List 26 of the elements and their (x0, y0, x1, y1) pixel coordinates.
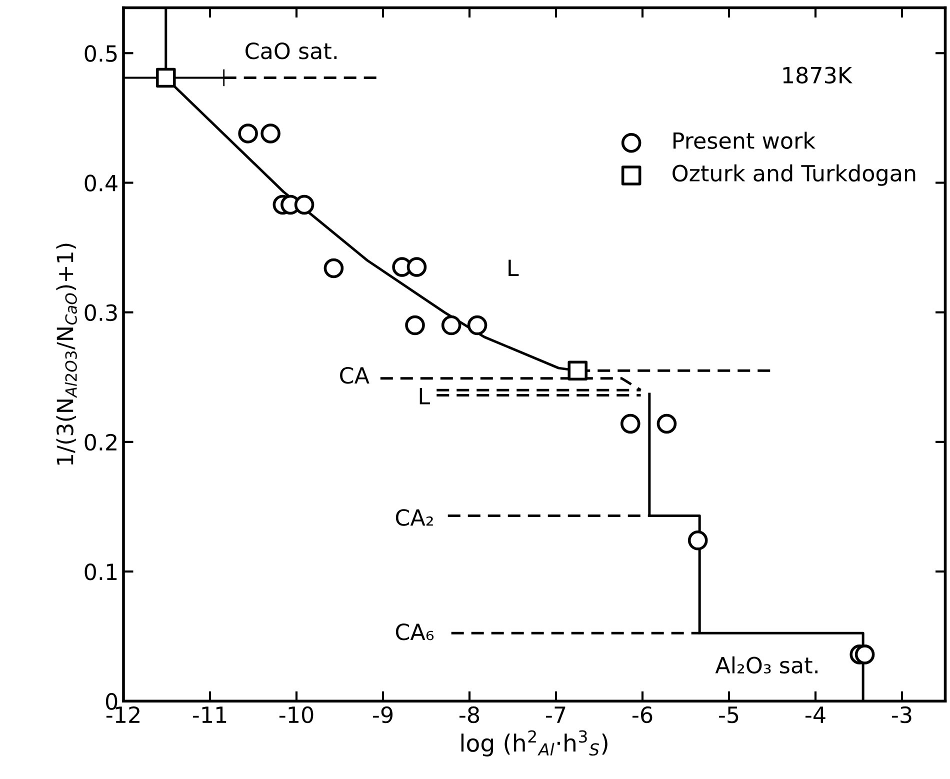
annotation: 1873K (783, 66, 852, 84)
y-tick-label: 0.2 (84, 434, 116, 451)
x-tick-label: -6 (632, 706, 652, 724)
x-tick-label: -10 (279, 706, 314, 724)
annotation: Al₂O₃ sat. (715, 656, 818, 674)
x-tick-label: -11 (192, 706, 226, 723)
y-axis-title: 1/(3(N$_{Al2O3}$/N$_{CaO}$)+1) (56, 244, 77, 465)
x-tick-label: -3 (892, 706, 912, 724)
annotation: CA₆ (396, 623, 434, 640)
x-tick-label: -5 (719, 706, 738, 724)
y-tick-label: 0.4 (84, 174, 118, 192)
x-tick-label: -8 (460, 706, 480, 724)
annotation: CaO sat. (246, 42, 337, 60)
x-tick-label: -9 (373, 706, 393, 724)
y-tick-label: 0.5 (84, 45, 117, 62)
annotation: L (508, 260, 519, 276)
x-axis-title: log (h$^{2}$$_{Al}$·h$^{3}$$_{S}$) (461, 730, 608, 756)
y-tick-label: 0.3 (84, 304, 117, 322)
annotation: CA₂ (396, 509, 433, 526)
x-tick-label: -4 (806, 706, 826, 723)
annotation: CA (340, 366, 370, 384)
x-tick-label: -7 (546, 706, 566, 723)
y-tick-label: 0.1 (84, 563, 117, 580)
annotation: L (420, 388, 430, 404)
legend-label: Ozturk and Turkdogan (672, 164, 916, 186)
legend-label: Present work (674, 132, 816, 149)
